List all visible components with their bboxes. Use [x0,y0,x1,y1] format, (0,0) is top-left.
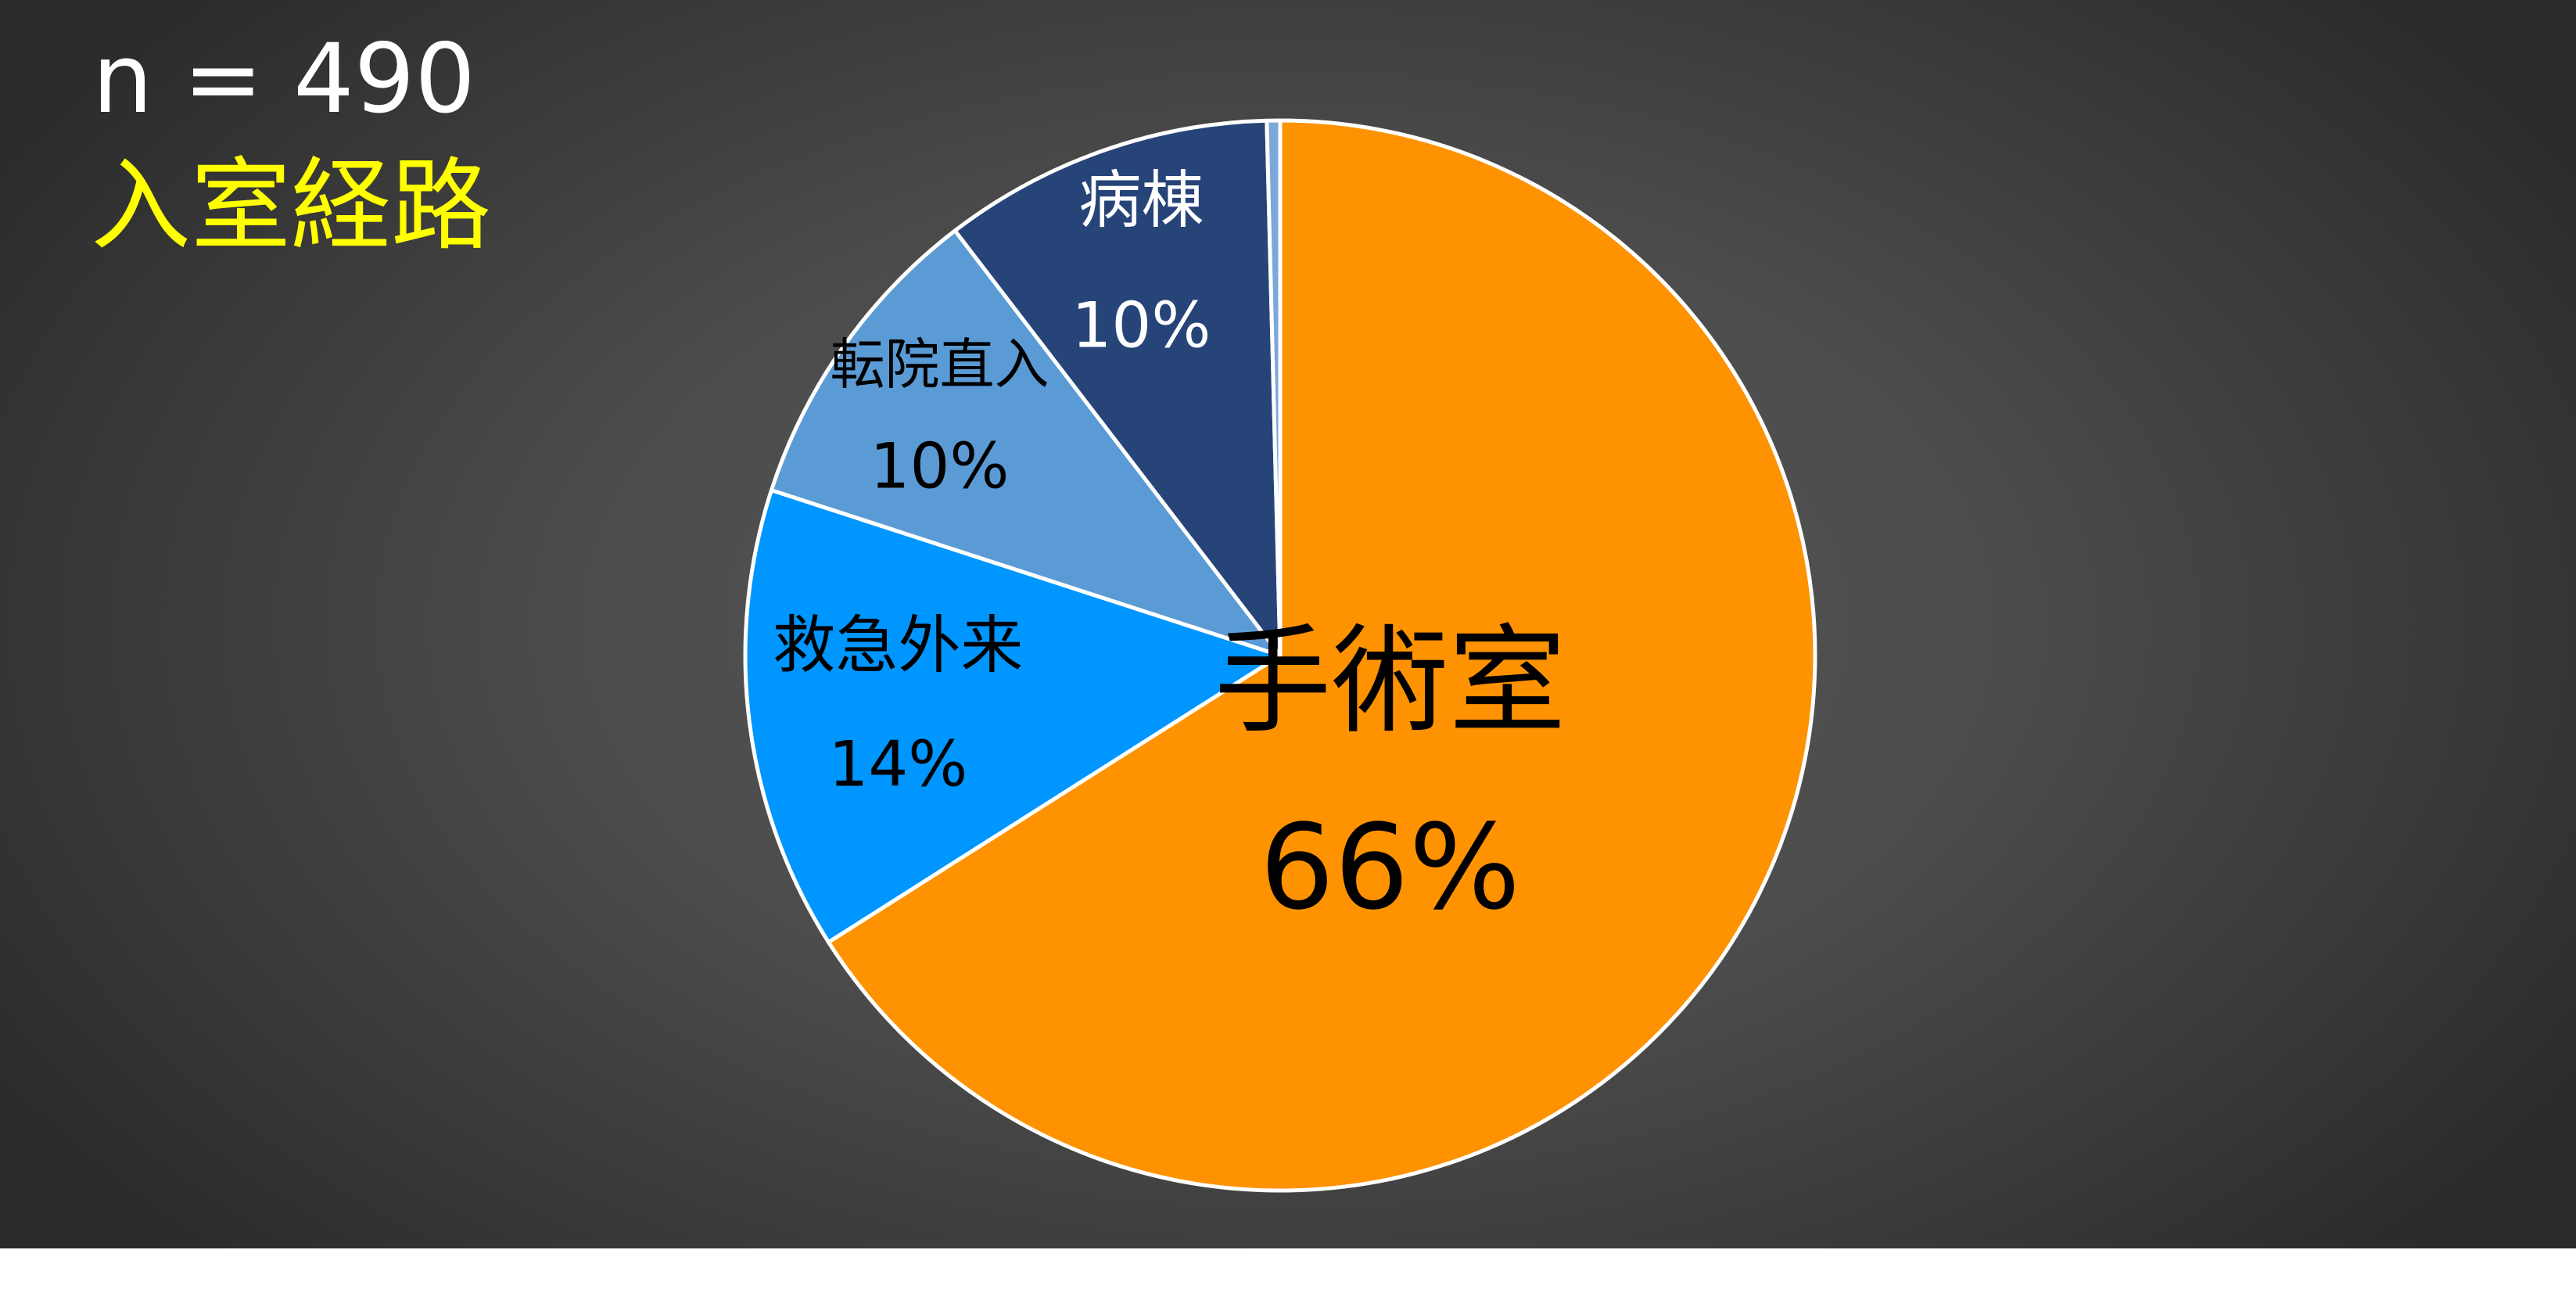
pie-slice-2 [769,228,1283,658]
slice-label-1: 救急外来 [773,609,1023,682]
slice-value-0: 66% [1260,800,1520,936]
slice-value-2: 10% [870,430,1010,503]
pie-slice-4 [1265,118,1283,658]
chart-title: 入室経路 [91,148,492,264]
pie-labels: 手術室 66% 救急外来 14% 転院直入 10% 病棟 10% [773,164,1566,936]
slice-value-3: 10% [1072,289,1211,362]
pie-slices [743,118,1817,1193]
pie-slice-0 [826,118,1817,1193]
sample-size-label: n = 490 [92,23,475,135]
slide-background: n = 490 入室経路 手術室 66% 救急外来 14% 転院直入 10% 病棟 10% [0,0,2576,1248]
slice-value-1: 14% [828,728,967,801]
slice-label-3: 病棟 [1078,164,1204,237]
slice-label-2: 転院直入 [830,332,1049,397]
slice-label-0: 手術室 [1214,614,1566,750]
pie-slice-1 [743,488,1283,945]
pie-chart: 手術室 66% 救急外来 14% 転院直入 10% 病棟 10% [743,118,1817,1193]
pie-slice-3 [953,118,1283,658]
